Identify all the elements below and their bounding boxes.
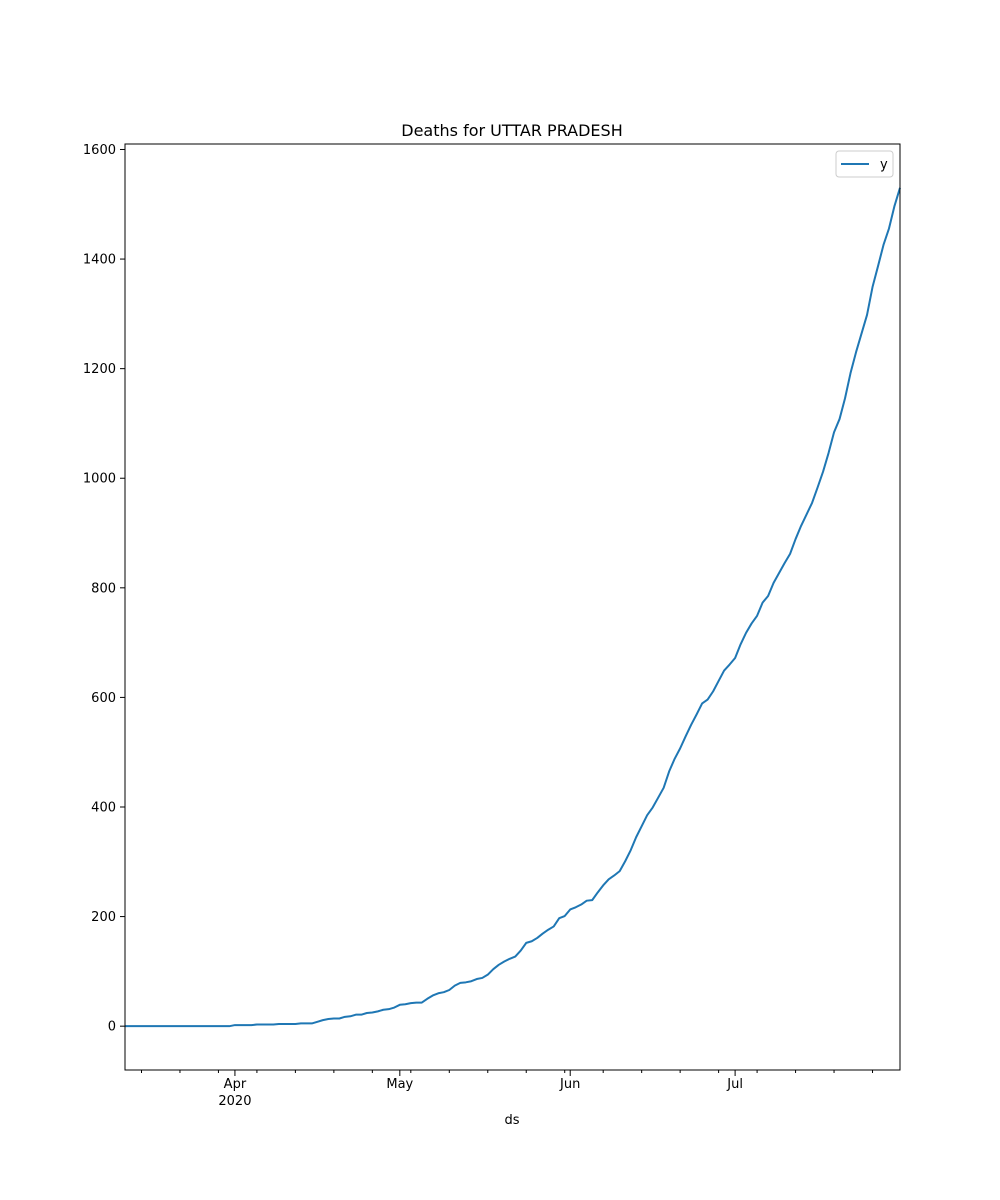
y-tick-label: 0 bbox=[108, 1020, 116, 1035]
legend-label: y bbox=[880, 158, 888, 173]
y-tick-label: 1000 bbox=[83, 472, 116, 487]
y-tick-label: 1600 bbox=[83, 143, 116, 158]
plot-frame bbox=[124, 143, 901, 1071]
legend: y bbox=[835, 150, 894, 178]
x-tick-label: May bbox=[386, 1077, 413, 1092]
x-axis-label: ds bbox=[504, 1113, 519, 1128]
y-tick-label: 400 bbox=[91, 800, 116, 815]
x-tick-label: Jun bbox=[559, 1077, 580, 1092]
x-axis: Apr 2020 May Jun Jul bbox=[140, 1070, 874, 1109]
y-tick-label: 200 bbox=[91, 910, 116, 925]
plot-area bbox=[124, 143, 901, 1071]
y-tick-label: 800 bbox=[91, 581, 116, 596]
y-tick-label: 1400 bbox=[83, 253, 116, 268]
x-tick-year-label: 2020 bbox=[218, 1094, 251, 1109]
x-tick-label: Jul bbox=[726, 1077, 743, 1092]
y-axis: 0 200 400 600 800 1000 1200 1400 1600 bbox=[83, 143, 125, 1035]
y-tick-label: 600 bbox=[91, 691, 116, 706]
x-tick-label: Apr bbox=[224, 1077, 247, 1092]
series-line-y bbox=[125, 187, 901, 1028]
chart-title: Deaths for UTTAR PRADESH bbox=[401, 121, 622, 140]
y-tick-label: 1200 bbox=[83, 362, 116, 377]
